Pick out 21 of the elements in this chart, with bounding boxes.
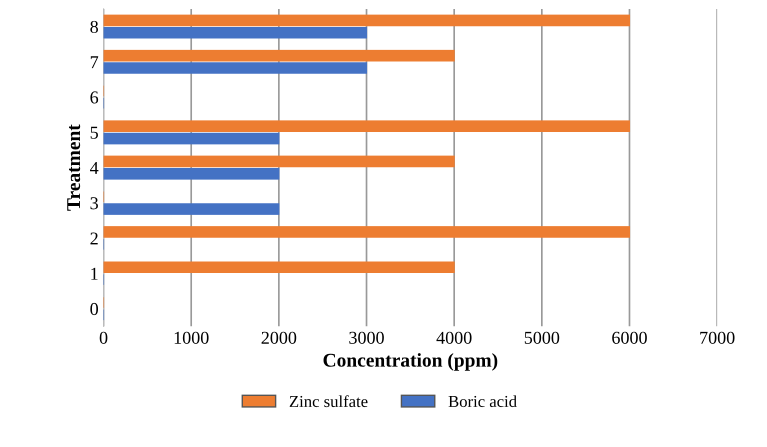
x-tick-label: 3000 bbox=[349, 332, 384, 344]
y-tick-label: 4 bbox=[90, 162, 98, 174]
x-tick-label: 6000 bbox=[612, 332, 647, 344]
x-axis-title: Concentration (ppm) bbox=[324, 353, 498, 371]
x-tick-label: 7000 bbox=[700, 332, 735, 344]
y-tick-label: 7 bbox=[90, 56, 98, 68]
y-tick-label: 1 bbox=[91, 268, 98, 280]
legend-label: Boric acid bbox=[448, 395, 517, 408]
y-tick-label: 5 bbox=[90, 126, 98, 139]
y-tick-label: 8 bbox=[90, 20, 98, 34]
y-tick-label: 2 bbox=[90, 232, 98, 244]
x-tick-label: 2000 bbox=[262, 332, 296, 344]
x-tick-label: 0 bbox=[100, 332, 108, 344]
legend-label: Zinc sulfate bbox=[290, 395, 368, 408]
y-tick-label: 0 bbox=[90, 302, 98, 316]
x-tick-label: 1000 bbox=[174, 332, 209, 344]
x-tick-label: 5000 bbox=[524, 332, 560, 344]
x-tick-label: 4000 bbox=[436, 332, 472, 344]
y-tick-label: 3 bbox=[90, 197, 98, 210]
y-tick-label: 6 bbox=[90, 91, 98, 104]
y-axis-title: Treatment bbox=[67, 124, 80, 211]
